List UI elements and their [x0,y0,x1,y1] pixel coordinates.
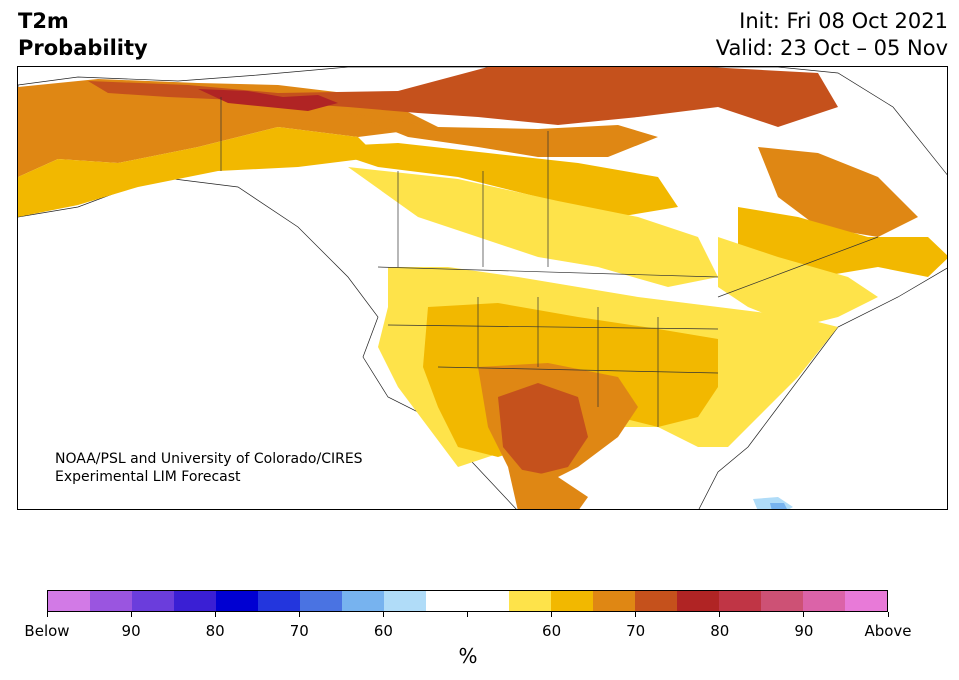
colorbar-tick-label: 70 [626,622,646,640]
colorbar-segment [803,591,846,611]
colorbar-tick [887,612,889,617]
credit-line2: Experimental LIM Forecast [55,469,241,485]
colorbar-tick-label: Below [24,622,70,640]
data-credit: NOAA/PSL and University of Colorado/CIRE… [55,450,363,486]
colorbar-unit: % [458,644,478,668]
colorbar-segment [845,591,888,611]
colorbar-segment [761,591,804,611]
colorbar-tick-label: 60 [373,622,393,640]
region-hudson-80 [348,113,658,157]
colorbar-segment [467,591,510,611]
colorbar-tick-label: 80 [205,622,225,640]
region-east-canada-60 [718,237,878,327]
colorbar-segment [551,591,594,611]
colorbar-tick [803,612,805,617]
colorbar-segment [677,591,720,611]
colorbar-tick [467,612,468,617]
colorbar-segment [257,591,300,611]
valid-period: Valid: 23 Oct – 05 Nov [715,36,948,60]
region-east-canada-80 [758,147,918,237]
colorbar-tick [719,612,721,617]
colorbar-tick-label: 60 [542,622,562,640]
colorbar-segment [509,591,552,611]
colorbar-tick [382,612,384,617]
colorbar-tick [635,612,637,617]
forecast-dates: Init: Fri 08 Oct 2021 Valid: 23 Oct – 05… [716,8,948,62]
colorbar-tick [46,612,48,617]
colorbar-tick [551,612,553,617]
map-canvas [18,67,947,509]
region-east-canada-70 [738,207,947,277]
forecast-map [17,66,948,510]
region-canada-70 [318,143,678,217]
region-alaska-70 [18,127,378,217]
colorbar-tick-label: Above [864,622,912,640]
title-type: Probability [18,36,148,60]
colorbar [47,590,888,612]
colorbar-segment [299,591,342,611]
colorbar-segment [719,591,762,611]
title-variable: T2m [18,9,69,33]
colorbar-tick [130,612,132,617]
region-canada-60 [348,167,718,287]
plot-title: T2m Probability [18,8,148,62]
colorbar-tick [214,612,216,617]
colorbar-segment [89,591,132,611]
colorbar-tick-label: 90 [121,622,141,640]
region-north-90 [88,67,838,127]
colorbar-tick-label: 70 [289,622,309,640]
init-date: Init: Fri 08 Oct 2021 [739,9,948,33]
colorbar-segment [341,591,384,611]
colorbar-tick [298,612,300,617]
region-arctic-above [198,89,338,111]
colorbar-segment [425,591,468,611]
colorbar-segment [131,591,174,611]
region-mexico-80 [508,467,588,509]
region-caribbean-below-mid [770,503,787,509]
colorbar-segment [593,591,636,611]
colorbar-segment [215,591,258,611]
colorbar-tick-label: 80 [710,622,730,640]
region-texas-90 [498,383,588,477]
colorbar-segment [635,591,678,611]
colorbar-segment [173,591,216,611]
credit-line1: NOAA/PSL and University of Colorado/CIRE… [55,451,363,467]
colorbar-segment [48,591,90,611]
boundary-lines [220,97,879,427]
colorbar-tick-label: 90 [794,622,814,640]
colorbar-segment [383,591,426,611]
